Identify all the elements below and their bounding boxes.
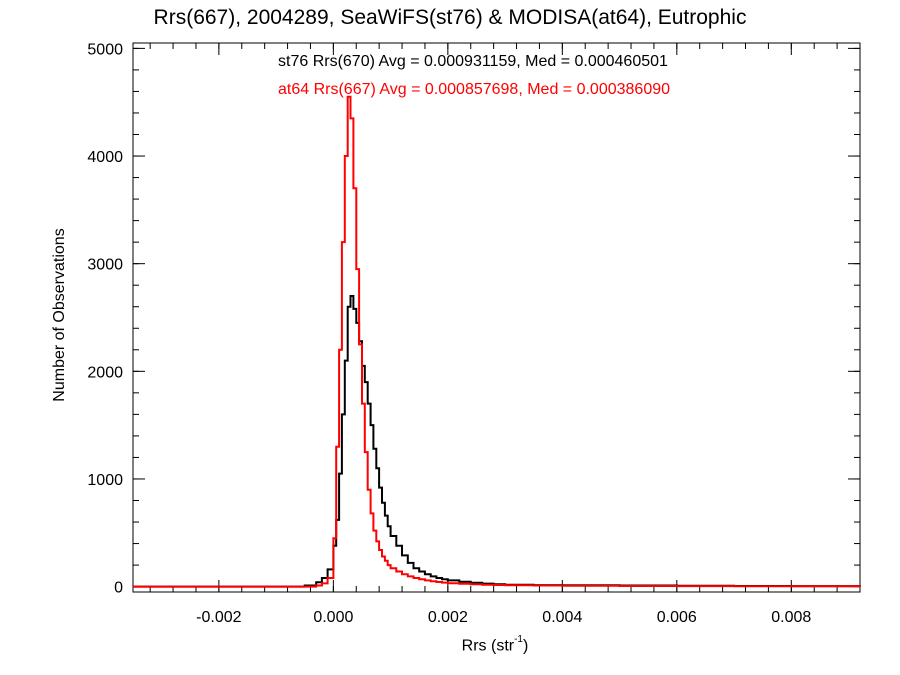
- x-axis-label-main: Rrs (str: [461, 637, 515, 655]
- y-tick-label: 5000: [87, 41, 123, 58]
- x-tick-label: 0.006: [657, 609, 697, 626]
- y-tick-label: 4000: [87, 149, 123, 166]
- x-axis-label: Rrs (str-1): [461, 634, 529, 655]
- y-tick-label: 1000: [87, 472, 123, 489]
- x-axis-label-superscript: -1: [514, 634, 524, 645]
- y-tick-label: 0: [114, 580, 123, 597]
- chart-title: Rrs(667), 2004289, SeaWiFS(st76) & MODIS…: [153, 6, 747, 29]
- annotation-at64: at64 Rrs(667) Avg = 0.000857698, Med = 0…: [278, 81, 671, 98]
- histogram-series-at64: [133, 95, 861, 588]
- annotation-st76: st76 Rrs(670) Avg = 0.000931159, Med = 0…: [278, 53, 668, 70]
- y-tick-label: 2000: [87, 364, 123, 381]
- x-tick-label: 0.008: [771, 609, 811, 626]
- x-tick-label: -0.002: [196, 609, 241, 626]
- y-axis-label: Number of Observations: [51, 228, 68, 402]
- x-tick-label: 0.002: [428, 609, 468, 626]
- histogram-series-st76: [133, 295, 861, 588]
- x-tick-label: 0.004: [542, 609, 582, 626]
- plot-frame: [132, 42, 861, 593]
- x-axis-label-close: ): [523, 637, 529, 655]
- x-tick-label: 0.000: [313, 609, 353, 626]
- y-tick-label: 3000: [87, 257, 123, 274]
